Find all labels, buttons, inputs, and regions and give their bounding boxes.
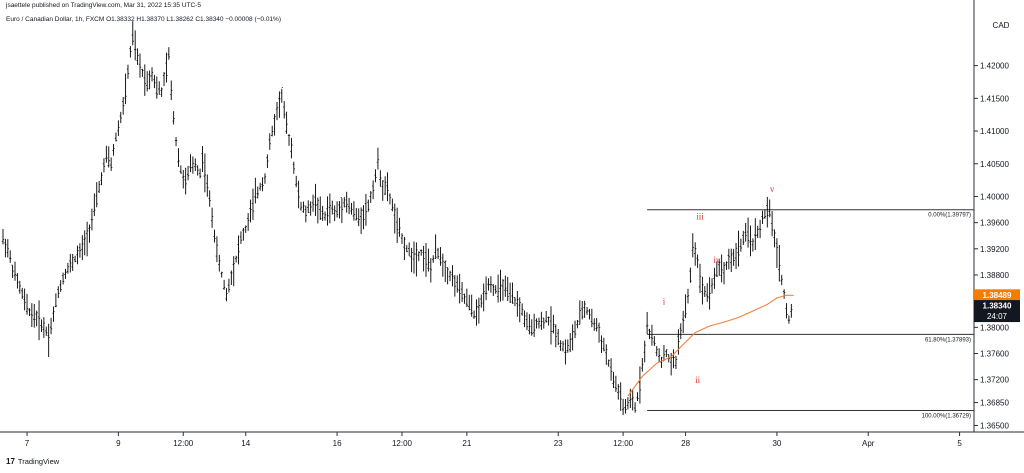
ma-price-tag (974, 289, 1020, 301)
y-tick-label: 1.38800 (980, 271, 1009, 280)
published-by-label: jsaettele published on TradingView.com, … (6, 2, 201, 9)
x-tick-label: 5 (957, 439, 962, 448)
y-tick-label: 1.39200 (980, 245, 1009, 254)
fib-level-label: 61.80%(1.37893) (925, 337, 971, 343)
y-tick-label: 1.36850 (980, 399, 1009, 408)
x-tick-label: 23 (554, 439, 563, 448)
y-tick-label: 1.40000 (980, 192, 1009, 201)
x-tick-label: 9 (116, 439, 121, 448)
tradingview-footer: 17 TradingView (6, 457, 59, 466)
y-tick-label: 1.38000 (980, 323, 1009, 332)
y-tick-label: 1.36500 (980, 421, 1009, 430)
wave-label-i: i (663, 296, 666, 306)
fib-level-label: 100.00%(1.36729) (922, 413, 971, 419)
last-price-label: 1.38340 (983, 302, 1012, 311)
symbol-ohlc-legend: Euro / Canadian Dollar, 1h, FXCM O1.3833… (6, 16, 281, 23)
y-tick-label: 1.42000 (980, 62, 1009, 71)
y-tick-label: 1.41500 (980, 94, 1009, 103)
last-price-tag (974, 300, 1020, 323)
price-bars (1, 21, 793, 416)
wave-label-v: v (770, 184, 775, 194)
bar-countdown-label: 24:07 (987, 312, 1008, 321)
wave-label-ii: ii (695, 375, 701, 385)
x-tick-label: 12:00 (392, 439, 413, 448)
y-tick-label: 1.37200 (980, 376, 1009, 385)
x-tick-label: 12:00 (173, 439, 194, 448)
x-tick-label: 7 (25, 439, 30, 448)
x-tick-label: Apr (862, 439, 875, 448)
y-tick-label: 1.37600 (980, 349, 1009, 358)
x-tick-label: 14 (241, 439, 250, 448)
x-tick-label: 12:00 (613, 439, 634, 448)
y-tick-label: 1.41000 (980, 127, 1009, 136)
wave-label-iii: iii (696, 211, 704, 221)
y-tick-label: 1.39600 (980, 219, 1009, 228)
x-tick-label: 16 (333, 439, 342, 448)
x-tick-label: 30 (772, 439, 781, 448)
tradingview-brand-label: TradingView (17, 457, 60, 466)
tradingview-logo-icon: 17 (6, 457, 15, 466)
fib-level-label: 0.00%(1.39797) (928, 213, 971, 219)
ma-price-label: 1.38489 (983, 291, 1012, 300)
wave-label-iv: iv (713, 255, 721, 265)
currency-label: CAD (993, 21, 1010, 30)
y-tick-label: 1.40500 (980, 160, 1009, 169)
moving-average-line (627, 294, 794, 397)
x-tick-label: 21 (462, 439, 471, 448)
x-tick-label: 28 (681, 439, 690, 448)
